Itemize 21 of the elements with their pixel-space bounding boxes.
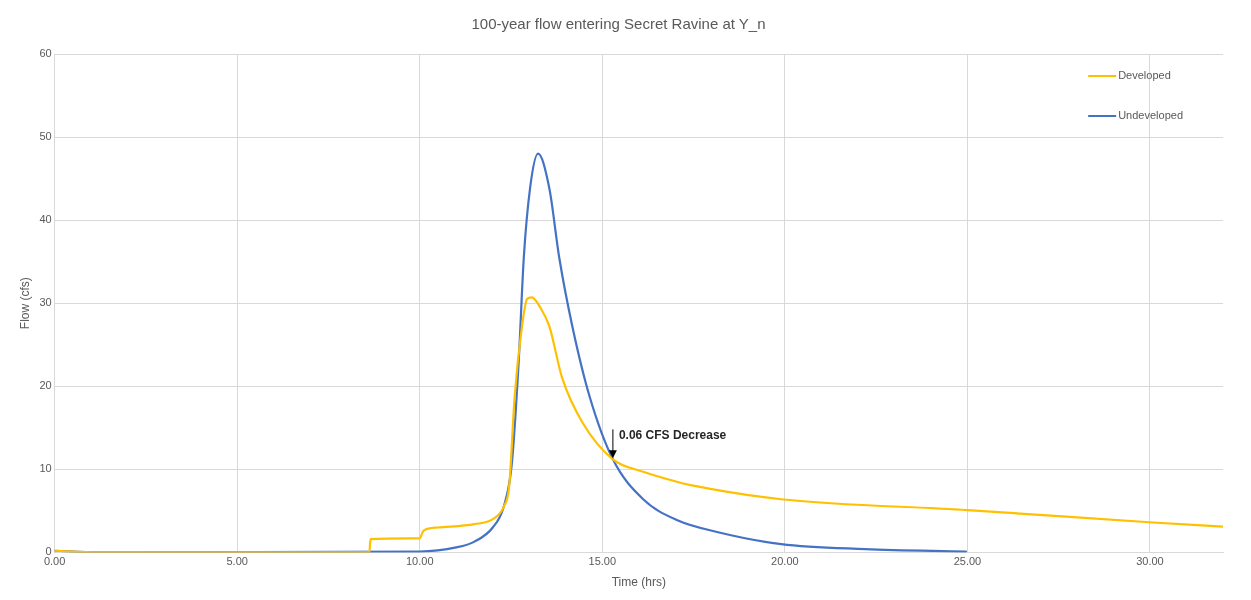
x-tick-label: 0.00 <box>43 555 66 568</box>
x-axis-title: Time (hrs) <box>611 575 666 590</box>
y-tick-label: 0 <box>45 545 52 558</box>
y-tick-label: 30 <box>39 296 52 309</box>
line-series <box>54 296 1223 553</box>
x-tick-label: 25.00 <box>953 555 982 568</box>
y-tick-label: 40 <box>39 213 52 226</box>
y-tick-label: 60 <box>39 47 52 60</box>
x-tick-label: 15.00 <box>588 555 617 568</box>
legend-label: Undeveloped <box>1118 109 1184 122</box>
y-tick-label: 10 <box>39 462 52 475</box>
annotation: 0.06 CFS Decrease <box>618 427 727 442</box>
legend-label: Developed <box>1118 69 1171 82</box>
x-tick-label: 30.00 <box>1136 555 1164 568</box>
chart-title: 100-year flow entering Secret Ravine at Y_n <box>471 15 766 33</box>
y-axis-title: Flow (cfs) <box>17 277 32 330</box>
y-tick-label: 50 <box>39 130 52 143</box>
x-tick-label: 5.00 <box>226 555 248 568</box>
x-tick-label: 20.00 <box>771 555 799 568</box>
y-tick-label: 20 <box>39 379 52 392</box>
x-tick-label: 10.00 <box>405 555 434 568</box>
